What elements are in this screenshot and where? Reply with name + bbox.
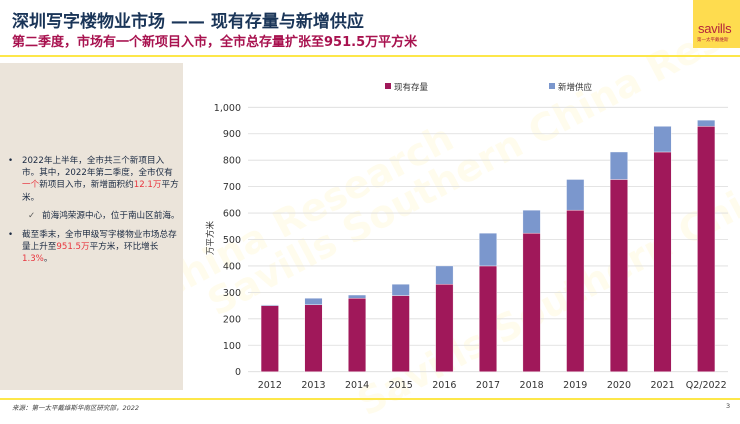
- bar-new-supply: [348, 294, 367, 299]
- bar-new-supply: [479, 232, 497, 267]
- bullet-item-1: • 2022年上半年，全市共三个新项目入市。其中，2022年第二季度，全市仅有一…: [8, 155, 180, 204]
- y-tick-label: 800: [223, 156, 241, 167]
- bar-new-supply: [435, 265, 454, 285]
- x-tick-label: 2014: [345, 380, 369, 391]
- bullet-text: 截至季末，全市甲级写字楼物业市场总存量上升至951.5万平方米，环比增长 1.3%…: [22, 230, 177, 264]
- y-tick-label: 300: [223, 288, 241, 299]
- y-tick-label: 1,000: [214, 103, 241, 114]
- bar-new-supply: [609, 151, 628, 180]
- bar-new-supply: [653, 126, 672, 153]
- legend-label-existing: 现有存量: [394, 82, 429, 93]
- text-run: 。: [43, 254, 53, 265]
- text-run: 2022年上半年，全市共三个新项目入市。其中，2022年第二季度，全市仅有: [22, 156, 173, 179]
- text-run: 平方米，环比增长: [89, 242, 159, 253]
- header-divider: [0, 55, 740, 57]
- bar-new-supply: [566, 179, 585, 211]
- footer-divider: [0, 398, 740, 400]
- x-axis-ticks: 2012 2013 2014 2015 2016 2017 2018 2019 2020 2021…: [258, 380, 727, 391]
- bar-existing-stock: [653, 151, 672, 372]
- x-tick-label: 2016: [432, 380, 456, 391]
- bar-new-supply: [304, 297, 323, 306]
- legend-label-new-supply: 新增供应: [558, 82, 593, 93]
- commentary-panel: [0, 63, 183, 390]
- bullet-icon: •: [8, 156, 14, 166]
- y-tick-label: 500: [223, 235, 241, 246]
- bar-existing-stock: [609, 179, 628, 372]
- x-tick-label: 2017: [476, 380, 500, 391]
- highlight-run: 1.3%: [22, 254, 44, 265]
- source-note: 来源：第一太平戴维斯华南区研究部，2022: [12, 404, 140, 412]
- x-tick-label: 2013: [301, 380, 325, 391]
- bar-existing-stock: [348, 297, 367, 372]
- x-tick-label: 2020: [607, 380, 631, 391]
- y-tick-label: 700: [223, 182, 241, 193]
- page-title: 深圳写字楼物业市场 —— 现有存量与新增供应: [12, 12, 364, 32]
- y-tick-label: 200: [223, 314, 241, 325]
- bullet-item-2: • 截至季末，全市甲级写字楼物业市场总存量上升至951.5万平方米，环比增长 1.…: [8, 229, 180, 266]
- bullet-text: 2022年上半年，全市共三个新项目入市。其中，2022年第二季度，全市仅有一个新…: [22, 156, 179, 203]
- bar-new-supply: [697, 119, 716, 127]
- legend: 现有存量 新增供应: [385, 82, 593, 93]
- x-tick-label: 2012: [258, 380, 282, 391]
- text-run: 截至季末，全市甲级写字楼物业市场总存量上升至: [22, 230, 177, 253]
- logo-subtext: 第一太平戴维斯: [697, 38, 729, 43]
- commentary-bullets: • 2022年上半年，全市共三个新项目入市。其中，2022年第二季度，全市仅有一…: [8, 155, 180, 272]
- bar-new-supply: [391, 283, 410, 296]
- sub-bullet-item: ✓ 前海鸿荣源中心，位于南山区前海。: [8, 210, 180, 222]
- bar-existing-stock: [697, 126, 716, 372]
- highlight-run: 一个: [22, 180, 40, 191]
- bar-existing-stock: [391, 295, 410, 372]
- bar-existing-stock: [260, 305, 279, 372]
- bar-new-supply: [260, 304, 279, 306]
- highlight-run: 951.5万: [56, 242, 90, 253]
- bar-existing-stock: [304, 304, 323, 372]
- y-tick-label: 900: [223, 129, 241, 140]
- text-run: 新项目入市，新增面积约: [39, 180, 134, 191]
- x-tick-label: Q2/2022: [686, 380, 727, 391]
- x-tick-label: 2015: [389, 380, 413, 391]
- bars: [260, 119, 716, 372]
- check-icon: ✓: [28, 210, 36, 221]
- sub-bullet-text: 前海鸿荣源中心，位于南山区前海。: [42, 210, 180, 221]
- legend-swatch-existing: [385, 83, 391, 89]
- legend-swatch-new-supply: [549, 83, 555, 89]
- y-tick-label: 100: [223, 341, 241, 352]
- x-tick-label: 2018: [520, 380, 544, 391]
- y-tick-label: 600: [223, 209, 241, 220]
- logo-word: savills: [698, 21, 732, 36]
- y-axis-ticks: 0 100 200 300 400 500 600 700 800 900 1,000: [214, 103, 241, 378]
- y-tick-label: 0: [235, 367, 241, 378]
- x-tick-label: 2019: [563, 380, 587, 391]
- y-axis-label: 万平方米: [205, 221, 216, 256]
- bar-existing-stock: [435, 283, 454, 372]
- y-tick-label: 400: [223, 261, 241, 272]
- page-number: 3: [726, 402, 731, 410]
- bullet-icon: •: [8, 230, 14, 241]
- savills-logo: savills 第一太平戴维斯: [693, 0, 740, 48]
- x-tick-label: 2021: [650, 380, 674, 391]
- text-run: 平方米。: [22, 180, 179, 203]
- bar-existing-stock: [522, 232, 541, 372]
- bar-existing-stock: [479, 265, 497, 372]
- page-subtitle: 第二季度，市场有一个新项目入市，全市总存量扩张至951.5万平方米: [12, 35, 418, 50]
- highlight-run: 12.1万: [133, 180, 162, 191]
- bar-new-supply: [522, 209, 541, 234]
- bar-existing-stock: [566, 209, 585, 372]
